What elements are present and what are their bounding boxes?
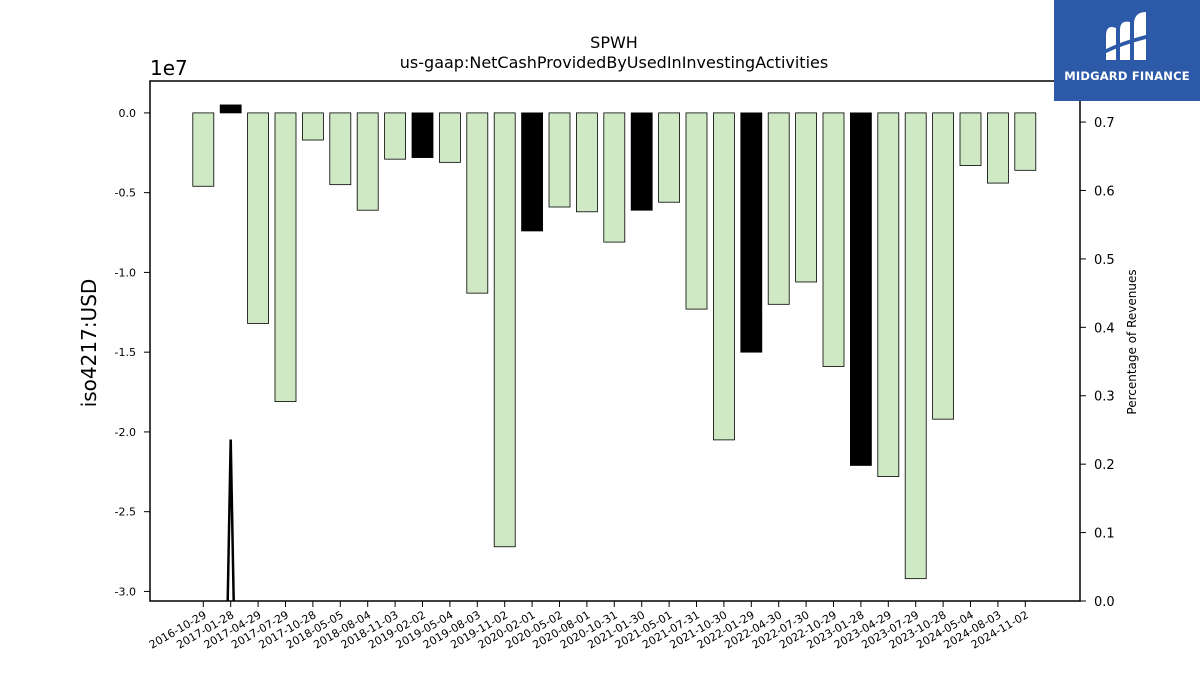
bar-2018-08-04 bbox=[356, 112, 379, 211]
bar-2022-07-30 bbox=[795, 112, 817, 283]
axes-group bbox=[149, 80, 1081, 602]
y-tick-label: -3.0 bbox=[115, 585, 136, 598]
logo-mark-icon bbox=[1104, 12, 1150, 60]
bar-2023-04-29 bbox=[877, 112, 900, 477]
bar-2019-05-04 bbox=[438, 112, 461, 163]
bar-2020-10-31 bbox=[603, 112, 626, 243]
bars-group bbox=[192, 104, 1037, 580]
y-ticks-group: 0.0 -0.5 -1.0 -1.5 -2.0 -2.5 -3.0 bbox=[115, 107, 150, 598]
logo-text: MIDGARD FINANCE bbox=[1064, 69, 1190, 83]
y-tick-label: -0.5 bbox=[115, 187, 136, 200]
y2-tick-label: 0.7 bbox=[1094, 116, 1115, 131]
bar-2018-05-05 bbox=[329, 112, 352, 186]
bar-2021-05-01 bbox=[658, 112, 680, 203]
bar-2020-02-01 bbox=[521, 112, 543, 232]
bar-2021-01-30 bbox=[630, 112, 653, 211]
bar-2023-07-29 bbox=[904, 112, 927, 580]
y-axis-label: iso4217:USD bbox=[77, 279, 101, 408]
y2-ticks-group: 0.0 0.1 0.2 0.3 0.4 0.5 0.6 0.7 bbox=[1080, 116, 1115, 610]
y-tick-label: -1.0 bbox=[115, 266, 136, 279]
y2-tick-label: 0.6 bbox=[1094, 184, 1115, 199]
bar-2017-01-28 bbox=[219, 104, 242, 114]
brand-logo: MIDGARD FINANCE bbox=[1054, 0, 1200, 101]
y2-tick-label: 0.4 bbox=[1094, 321, 1115, 336]
bar-2019-11-02 bbox=[493, 112, 516, 548]
secondary-line bbox=[226, 439, 235, 602]
chart-title: SPWH bbox=[590, 33, 638, 52]
bar-2016-10-29 bbox=[192, 112, 215, 187]
bar-2024-11-02 bbox=[1014, 112, 1037, 171]
y2-tick-label: 0.1 bbox=[1094, 527, 1115, 542]
bar-2022-01-29 bbox=[740, 112, 763, 353]
y2-tick-label: 0.5 bbox=[1094, 253, 1115, 268]
bar-2024-08-03 bbox=[987, 112, 1009, 184]
bar-2024-05-04 bbox=[959, 112, 982, 166]
secondary-line-group bbox=[226, 439, 235, 602]
y2-tick-label: 0.3 bbox=[1094, 390, 1115, 405]
plot-frame bbox=[149, 80, 1081, 602]
y-tick-label: 0.0 bbox=[119, 107, 137, 120]
y-tick-label: -2.0 bbox=[115, 426, 136, 439]
bar-2019-08-03 bbox=[466, 112, 489, 294]
bar-2019-02-02 bbox=[411, 112, 434, 158]
bar-2023-01-28 bbox=[850, 112, 872, 466]
y2-tick-label: 0.2 bbox=[1094, 458, 1115, 473]
bar-2021-10-30 bbox=[713, 112, 735, 441]
chart-title-group: SPWH us-gaap:NetCashProvidedByUsedInInve… bbox=[400, 33, 828, 72]
y2-axis-label: Percentage of Revenues bbox=[1125, 269, 1139, 414]
y2-tick-label: 0.0 bbox=[1094, 595, 1115, 610]
y-tick-label: -2.5 bbox=[115, 506, 136, 519]
bar-2020-05-02 bbox=[548, 112, 571, 208]
bar-2023-10-28 bbox=[932, 112, 954, 420]
bar-2022-04-30 bbox=[767, 112, 790, 305]
y-tick-label: -1.5 bbox=[115, 346, 136, 359]
bar-2021-07-31 bbox=[685, 112, 708, 310]
chart-subtitle: us-gaap:NetCashProvidedByUsedInInvesting… bbox=[400, 53, 828, 72]
bar-2017-10-28 bbox=[301, 112, 324, 141]
bar-2022-10-29 bbox=[822, 112, 845, 367]
bar-2017-04-29 bbox=[247, 112, 270, 324]
x-ticks-group: 2016-10-292017-01-282017-04-292017-07-29… bbox=[147, 601, 1031, 652]
bar-2020-08-01 bbox=[576, 112, 598, 213]
bar-2017-07-29 bbox=[274, 112, 297, 403]
y-axis-scale-label: 1e7 bbox=[150, 56, 188, 80]
bar-2018-11-03 bbox=[384, 112, 407, 160]
